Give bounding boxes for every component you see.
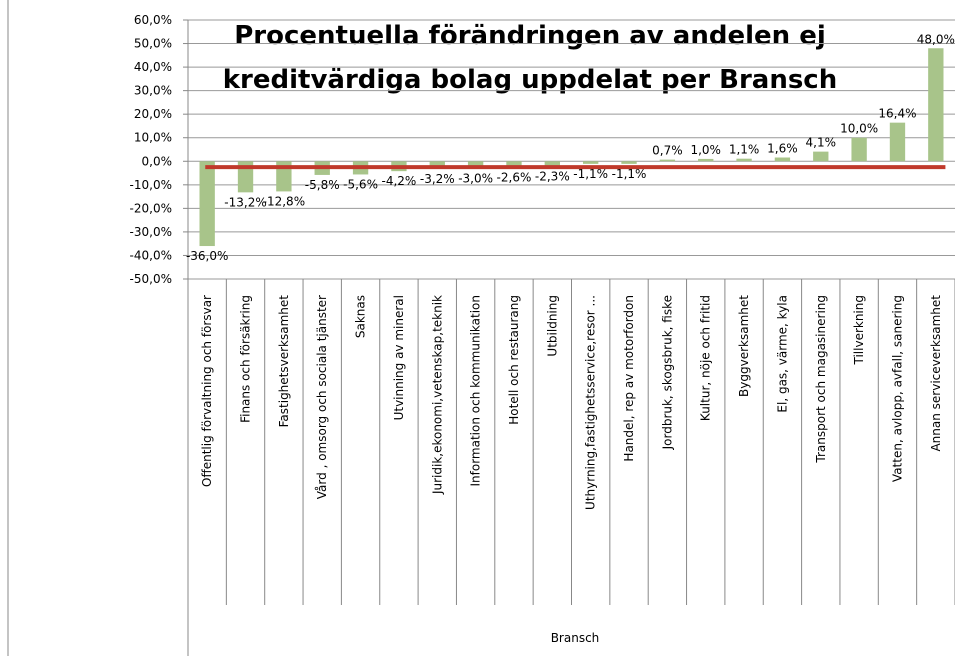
bar	[698, 158, 714, 162]
bar	[851, 137, 867, 162]
y-tick-label: 10,0%	[134, 131, 172, 145]
data-label: -12,8%	[263, 194, 305, 208]
bar	[506, 161, 522, 168]
x-tick-label: Finans och försäkring	[239, 295, 253, 423]
y-tick-label: -20,0%	[130, 201, 172, 215]
x-axis-label: Bransch	[551, 631, 600, 645]
data-label: 0,7%	[652, 144, 683, 158]
bar	[429, 161, 445, 169]
x-tick-label: Vatten, avlopp, avfall, sanering	[890, 295, 904, 482]
y-tick-label: -10,0%	[130, 178, 172, 192]
bar	[774, 157, 791, 162]
y-tick-label: 20,0%	[134, 107, 172, 121]
x-tick-label: Saknas	[354, 295, 368, 338]
data-label: 10,0%	[840, 122, 878, 136]
y-tick-label: 40,0%	[134, 60, 172, 74]
data-label: -36,0%	[186, 249, 228, 263]
y-tick-label: 0,0%	[142, 154, 173, 168]
data-label: -1,1%	[612, 167, 647, 181]
y-tick-label: 30,0%	[134, 84, 172, 98]
data-label: -2,3%	[535, 170, 570, 184]
x-tick-label: Information och kommunikation	[469, 295, 483, 487]
x-tick-label: Vård , omsorg och sociala tjänster	[315, 295, 329, 499]
chart-title: Procentuella förändringen av andelen ej	[234, 21, 826, 51]
y-tick-label: -30,0%	[130, 225, 172, 239]
data-label: 16,4%	[878, 107, 916, 121]
chart-title: kreditvärdiga bolag uppdelat per Bransch	[223, 65, 837, 95]
data-label: -5,8%	[305, 178, 340, 192]
bar	[928, 48, 944, 162]
x-tick-label: Handel, rep av motorfordon	[622, 295, 636, 462]
x-tick-label: Kultur, nöje och fritid	[699, 295, 713, 421]
y-tick-label: -40,0%	[130, 248, 172, 262]
bar	[467, 161, 484, 169]
x-tick-label: Jordbruk, skogsbruk, fiske	[660, 295, 674, 450]
data-label: -3,0%	[458, 171, 493, 185]
bar	[199, 161, 215, 247]
y-tick-label: 50,0%	[134, 37, 172, 51]
bar	[736, 158, 752, 162]
data-label: 1,1%	[729, 143, 760, 157]
x-tick-label: Hotell och restaurang	[507, 295, 521, 425]
data-label: -3,2%	[420, 172, 455, 186]
bar	[889, 122, 906, 162]
data-label: -5,6%	[343, 177, 378, 191]
y-tick-label: -50,0%	[130, 272, 172, 286]
x-tick-label: Byggverksamhet	[737, 295, 751, 397]
x-tick-label: Annan serviceverksamhet	[929, 295, 943, 452]
x-tick-label: Juridik,ekonomi,vetenskap,teknik	[430, 295, 444, 495]
x-tick-label: Utbildning	[545, 295, 559, 357]
x-tick-label: Transport och magasinering	[814, 295, 828, 464]
x-tick-label: Offentlig förvaltning och försvar	[200, 295, 214, 487]
bar	[659, 159, 676, 162]
bar	[813, 151, 829, 162]
y-tick-label: 60,0%	[134, 13, 172, 27]
x-tick-label: Fastighetsverksamhet	[277, 295, 291, 428]
data-label: -2,6%	[497, 170, 532, 184]
x-tick-label: Utvinning av mineral	[392, 295, 406, 420]
data-label: 4,1%	[806, 136, 837, 150]
data-label: -13,2%	[224, 195, 266, 209]
x-tick-label: Tillverkning	[852, 295, 866, 366]
bar	[621, 161, 637, 164]
x-tick-label: Uthyrning,fastighetsservice,resor ...	[584, 295, 598, 510]
data-label: 48,0%	[917, 32, 955, 46]
x-tick-label: El, gas, värme, kyla	[775, 295, 789, 413]
bar	[544, 161, 560, 167]
data-label: -4,2%	[382, 174, 417, 188]
data-label: 1,6%	[767, 142, 798, 156]
data-label: -1,1%	[573, 167, 608, 181]
data-label: 1,0%	[690, 143, 721, 157]
bar	[583, 161, 599, 164]
